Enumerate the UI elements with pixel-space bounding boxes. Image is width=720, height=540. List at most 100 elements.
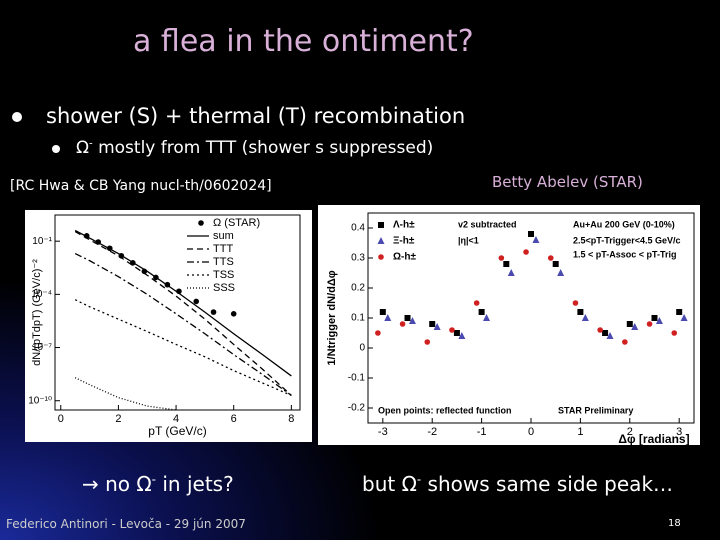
x-tick-label: 3 bbox=[676, 426, 682, 438]
superscript: - bbox=[416, 472, 422, 487]
bottom-left-text: → no Ω- in jets? bbox=[82, 472, 234, 496]
marker bbox=[379, 309, 386, 315]
superscript: - bbox=[151, 472, 157, 487]
marker bbox=[478, 309, 485, 315]
annotation: Au+Au 200 GeV (0-10%) bbox=[573, 219, 675, 229]
marker bbox=[378, 254, 384, 260]
marker bbox=[655, 317, 663, 324]
annotation: |η|<1 bbox=[458, 235, 479, 245]
marker bbox=[552, 261, 559, 267]
legend-label: Ω (STAR) bbox=[213, 217, 260, 229]
marker bbox=[198, 220, 204, 226]
bullet-dot bbox=[12, 112, 22, 122]
text: mostly from TTT (shower s suppressed) bbox=[92, 138, 434, 158]
x-tick-label: 4 bbox=[173, 413, 179, 425]
legend-label: TTS bbox=[213, 256, 234, 268]
bullet-dot bbox=[52, 145, 60, 153]
sub-bullet: Ω- mostly from TTT (shower s suppressed) bbox=[76, 138, 433, 158]
x-tick-label: -1 bbox=[477, 426, 487, 438]
chart-background bbox=[25, 210, 312, 442]
legend-label: Ξ-h± bbox=[393, 236, 415, 247]
marker bbox=[626, 321, 633, 327]
marker bbox=[557, 269, 565, 276]
marker bbox=[572, 300, 579, 306]
text: shows same side peak… bbox=[421, 472, 674, 496]
marker bbox=[378, 222, 384, 228]
curve bbox=[74, 230, 292, 396]
marker bbox=[449, 327, 455, 333]
annotation: 2.5<pT-Trigger<4.5 GeV/c bbox=[573, 235, 681, 245]
marker bbox=[528, 231, 534, 237]
marker bbox=[377, 237, 385, 244]
legend-label: sum bbox=[213, 230, 234, 242]
x-tick-label: 2 bbox=[627, 426, 633, 438]
y-axis-label: 1/Ntrigger dN/dΔφ bbox=[326, 270, 338, 365]
marker bbox=[458, 332, 466, 339]
marker bbox=[597, 327, 603, 333]
marker bbox=[433, 323, 441, 330]
marker bbox=[483, 314, 491, 321]
annotation: 1.5 < pT-Assoc < pT-Trig bbox=[573, 249, 677, 259]
y-tick-label: 0 bbox=[359, 343, 365, 354]
marker bbox=[399, 321, 406, 327]
x-axis-label: Δφ [radians] bbox=[618, 432, 689, 445]
marker bbox=[503, 261, 510, 267]
marker bbox=[375, 330, 381, 336]
y-tick-label: 10⁻⁴ bbox=[31, 289, 52, 300]
marker bbox=[532, 236, 540, 243]
marker bbox=[424, 339, 431, 345]
y-tick-label: 10⁻¹⁰ bbox=[28, 395, 52, 406]
marker bbox=[523, 249, 529, 255]
text: in jets? bbox=[156, 472, 234, 496]
bullet-text: shower (S) + thermal (T) recombination bbox=[46, 104, 466, 128]
legend-label: Λ-h± bbox=[393, 220, 415, 231]
x-tick-label: 0 bbox=[528, 426, 534, 438]
curve bbox=[74, 252, 292, 396]
y-tick-label: 10⁻⁷ bbox=[32, 342, 52, 353]
x-tick-label: -2 bbox=[427, 426, 437, 438]
marker bbox=[622, 339, 628, 345]
y-tick-label: 0.2 bbox=[351, 283, 365, 294]
legend-label: SSS bbox=[213, 282, 235, 294]
marker bbox=[581, 314, 589, 321]
marker bbox=[453, 330, 460, 336]
x-tick-label: 2 bbox=[115, 413, 121, 425]
marker bbox=[210, 309, 217, 315]
legend-label: TSS bbox=[213, 269, 234, 281]
left-chart: 0 2 4 6 8 10⁻¹⁰ 10⁻⁷ 10⁻⁴ 10⁻¹ pT (GeV/c) dN/(pTdp… bbox=[25, 210, 312, 442]
right-chart: -3 -2 -1 0 1 2 3 -0.2 -0.1 0 0.1 0.2 0.3 0.4 Δφ [radia… bbox=[318, 205, 700, 445]
text: → no Ω bbox=[82, 472, 152, 496]
marker bbox=[429, 321, 436, 327]
y-tick-label: 0.4 bbox=[351, 223, 365, 234]
legend-label: TTT bbox=[213, 243, 233, 255]
marker bbox=[473, 300, 480, 306]
legend-label: Ω-h± bbox=[393, 252, 416, 263]
y-tick-label: -0.1 bbox=[348, 373, 366, 384]
marker bbox=[408, 317, 416, 324]
marker bbox=[671, 330, 678, 336]
marker bbox=[606, 332, 614, 339]
curve bbox=[74, 229, 292, 377]
x-tick-label: 0 bbox=[58, 413, 64, 425]
x-tick-label: -3 bbox=[378, 426, 388, 438]
marker bbox=[404, 315, 411, 321]
right-caption: Betty Abelev (STAR) bbox=[492, 173, 643, 191]
marker bbox=[676, 309, 683, 315]
chart-background bbox=[318, 205, 700, 445]
marker bbox=[631, 323, 639, 330]
superscript: - bbox=[89, 138, 93, 150]
annotation: STAR Preliminary bbox=[558, 405, 633, 415]
curve bbox=[74, 377, 177, 410]
symbol: Ω bbox=[76, 138, 89, 158]
y-tick-label: 0.3 bbox=[351, 253, 365, 264]
footer: Federico Antinori - Levoča - 29 jún 2007 bbox=[6, 517, 246, 531]
marker bbox=[651, 315, 658, 321]
bottom-right-text: but Ω- shows same side peak… bbox=[362, 472, 673, 496]
marker bbox=[230, 311, 237, 317]
x-tick-label: 8 bbox=[288, 413, 294, 425]
marker bbox=[646, 321, 653, 327]
annotation: v2 subtracted bbox=[458, 219, 517, 229]
marker bbox=[577, 309, 584, 315]
left-caption: [RC Hwa & CB Yang nucl-th/0602024] bbox=[10, 178, 272, 194]
x-tick-label: 1 bbox=[577, 426, 583, 438]
